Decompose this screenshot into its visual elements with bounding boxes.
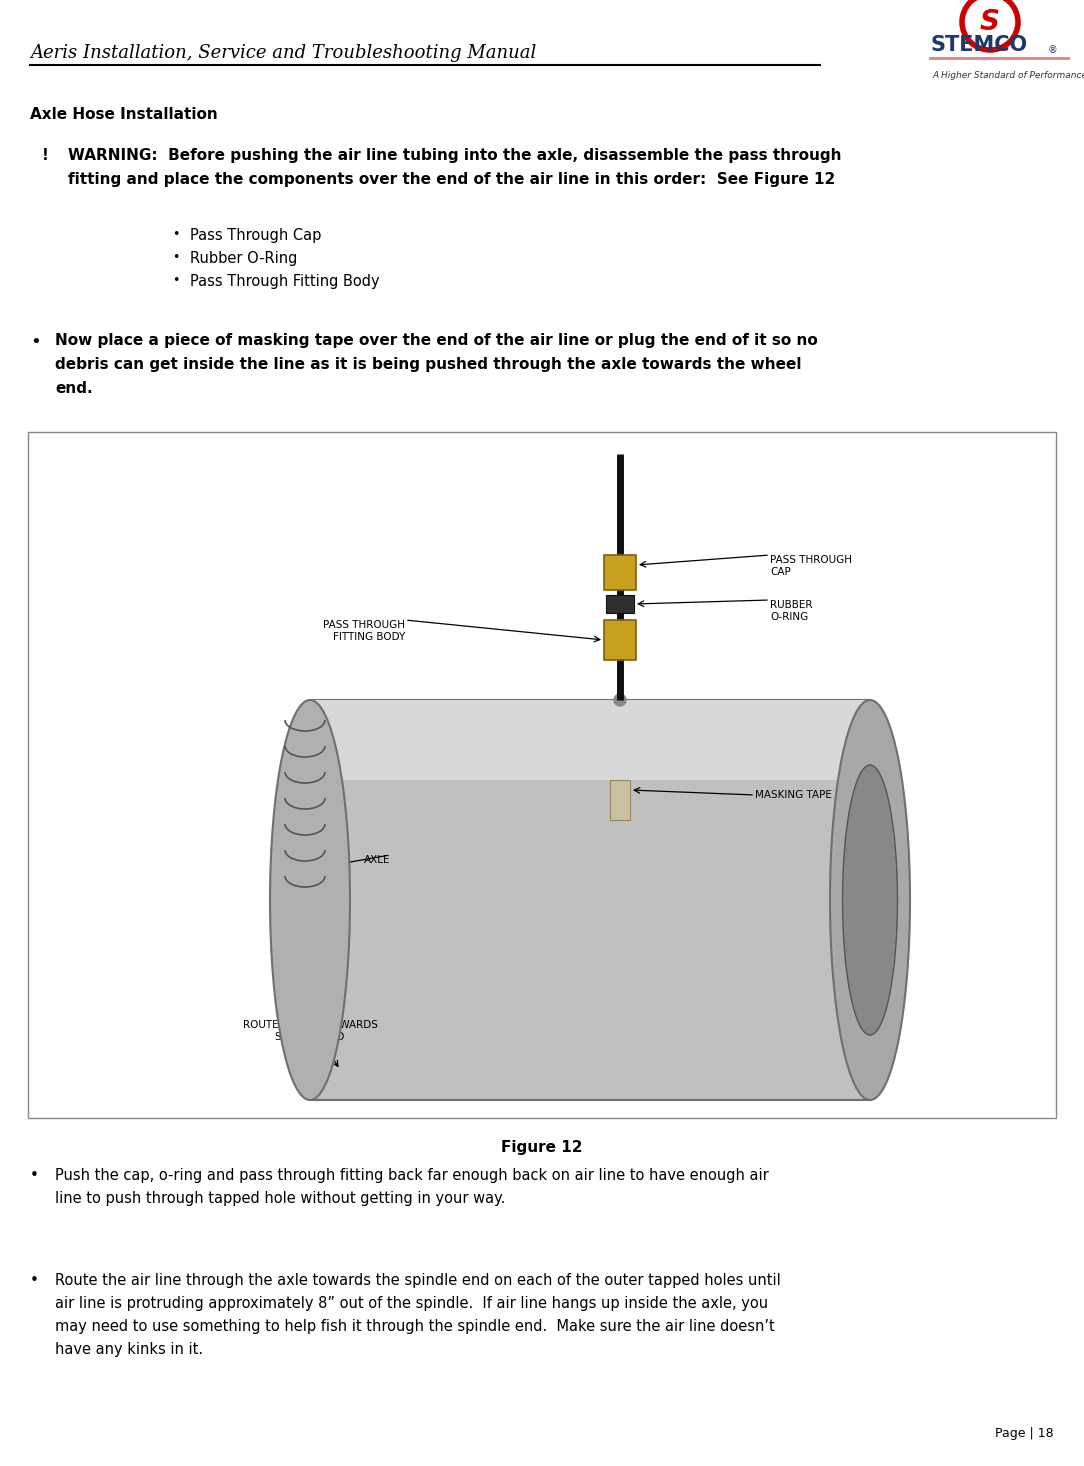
Text: WARNING:  Before pushing the air line tubing into the axle, disassemble the pass: WARNING: Before pushing the air line tub… [68,148,841,163]
Bar [310,699,870,780]
Text: Page | 18: Page | 18 [995,1426,1054,1440]
Bar [310,699,870,1100]
Text: •: • [30,1168,39,1183]
Text: debris can get inside the line as it is being pushed through the axle towards th: debris can get inside the line as it is … [55,358,801,372]
Text: PASS THROUGH
CAP: PASS THROUGH CAP [770,556,852,578]
Text: •: • [172,229,179,240]
Text: AXLE: AXLE [363,855,390,865]
Text: •: • [30,1272,39,1289]
Text: STEMCO: STEMCO [930,35,1028,56]
Text: have any kinks in it.: have any kinks in it. [55,1341,203,1358]
Text: air line is protruding approximately 8” out of the spindle.  If air line hangs u: air line is protruding approximately 8” … [55,1296,769,1311]
Text: Push the cap, o-ring and pass through fitting back far enough back on air line t: Push the cap, o-ring and pass through fi… [55,1168,769,1183]
Text: •: • [172,251,179,264]
Text: PASS THROUGH
FITTING BODY: PASS THROUGH FITTING BODY [323,620,405,642]
Text: ROUTE TUBING TOWARDS
SPINDLE END: ROUTE TUBING TOWARDS SPINDLE END [243,1020,377,1042]
Ellipse shape [830,699,909,1100]
Text: Now place a piece of masking tape over the end of the air line or plug the end o: Now place a piece of masking tape over t… [55,333,817,347]
Text: •: • [30,333,41,350]
Text: Pass Through Fitting Body: Pass Through Fitting Body [190,274,379,289]
Ellipse shape [842,765,898,1035]
Text: Aeris Installation, Service and Troubleshooting Manual: Aeris Installation, Service and Troubles… [30,44,537,62]
Text: line to push through tapped hole without getting in your way.: line to push through tapped hole without… [55,1190,505,1207]
Text: !: ! [42,148,49,163]
Bar [604,620,636,660]
Text: RUBBER
O-RING: RUBBER O-RING [770,600,813,623]
Text: S: S [980,7,1001,37]
Text: A Higher Standard of Performance.™: A Higher Standard of Performance.™ [932,70,1084,81]
Text: Rubber O-Ring: Rubber O-Ring [190,251,297,265]
Text: fitting and place the components over the end of the air line in this order:  Se: fitting and place the components over th… [68,172,836,188]
Text: Route the air line through the axle towards the spindle end on each of the outer: Route the air line through the axle towa… [55,1272,780,1289]
Bar [610,780,630,819]
Bar [606,595,634,613]
Text: end.: end. [55,381,92,396]
Text: Figure 12: Figure 12 [501,1141,583,1155]
Bar [28,432,1056,1119]
Text: ®: ® [1048,45,1058,56]
Text: Pass Through Cap: Pass Through Cap [190,229,321,243]
Circle shape [614,693,625,707]
Text: MASKING TAPE: MASKING TAPE [754,790,831,800]
Bar [604,556,636,589]
Text: Axle Hose Installation: Axle Hose Installation [30,107,218,122]
Text: •: • [172,274,179,287]
Ellipse shape [270,699,350,1100]
Text: may need to use something to help fish it through the spindle end.  Make sure th: may need to use something to help fish i… [55,1319,775,1334]
